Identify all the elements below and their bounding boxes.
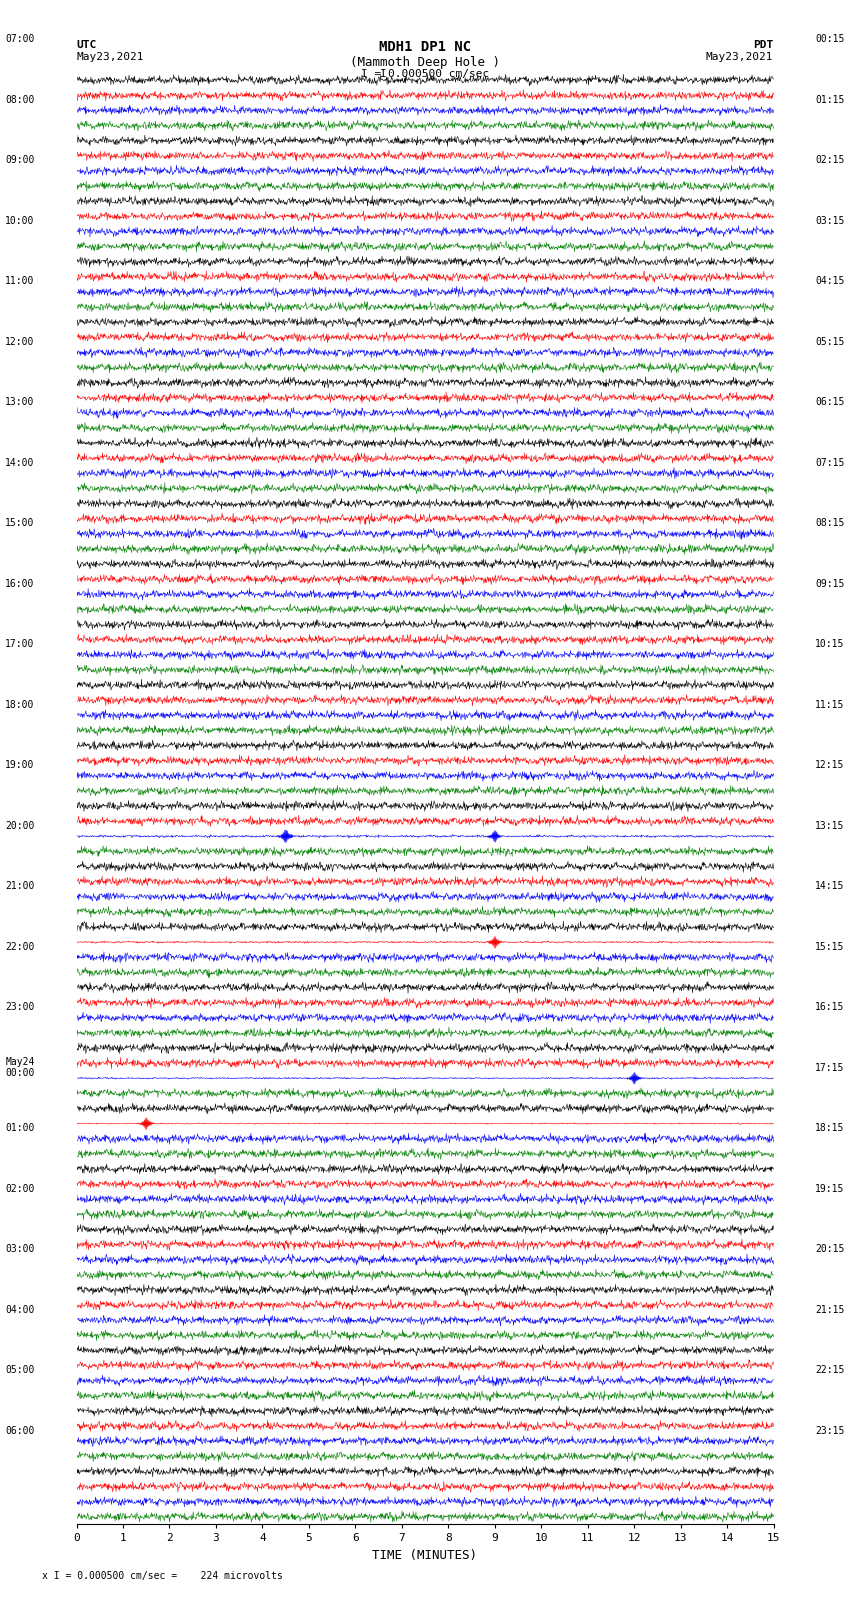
Text: 19:15: 19:15 xyxy=(815,1184,845,1194)
Text: 07:15: 07:15 xyxy=(815,458,845,468)
Text: May24
00:00: May24 00:00 xyxy=(5,1057,35,1079)
Text: 03:15: 03:15 xyxy=(815,216,845,226)
Text: 09:15: 09:15 xyxy=(815,579,845,589)
Text: x I = 0.000500 cm/sec =    224 microvolts: x I = 0.000500 cm/sec = 224 microvolts xyxy=(42,1571,283,1581)
Text: 16:00: 16:00 xyxy=(5,579,35,589)
Text: 22:15: 22:15 xyxy=(815,1365,845,1374)
Text: 15:15: 15:15 xyxy=(815,942,845,952)
Text: 14:15: 14:15 xyxy=(815,881,845,890)
Text: I: I xyxy=(380,69,387,79)
Text: 06:00: 06:00 xyxy=(5,1426,35,1436)
Text: 08:00: 08:00 xyxy=(5,95,35,105)
Text: 05:15: 05:15 xyxy=(815,337,845,347)
Text: 20:15: 20:15 xyxy=(815,1244,845,1253)
Text: 12:15: 12:15 xyxy=(815,760,845,769)
Text: 14:00: 14:00 xyxy=(5,458,35,468)
Text: May23,2021: May23,2021 xyxy=(706,52,774,61)
Text: 00:15: 00:15 xyxy=(815,34,845,44)
Text: 03:00: 03:00 xyxy=(5,1244,35,1253)
Text: 16:15: 16:15 xyxy=(815,1002,845,1011)
Text: 01:00: 01:00 xyxy=(5,1123,35,1132)
Text: PDT: PDT xyxy=(753,40,774,50)
Text: 09:00: 09:00 xyxy=(5,155,35,165)
Text: 07:00: 07:00 xyxy=(5,34,35,44)
Text: 17:15: 17:15 xyxy=(815,1063,845,1073)
Text: 13:00: 13:00 xyxy=(5,397,35,406)
Text: 12:00: 12:00 xyxy=(5,337,35,347)
Text: 06:15: 06:15 xyxy=(815,397,845,406)
Text: 10:00: 10:00 xyxy=(5,216,35,226)
Text: (Mammoth Deep Hole ): (Mammoth Deep Hole ) xyxy=(350,56,500,69)
Text: 17:00: 17:00 xyxy=(5,639,35,648)
Text: 23:15: 23:15 xyxy=(815,1426,845,1436)
Text: 21:00: 21:00 xyxy=(5,881,35,890)
Text: 05:00: 05:00 xyxy=(5,1365,35,1374)
Text: 02:15: 02:15 xyxy=(815,155,845,165)
Text: 11:00: 11:00 xyxy=(5,276,35,286)
Text: 13:15: 13:15 xyxy=(815,821,845,831)
Text: 18:15: 18:15 xyxy=(815,1123,845,1132)
Text: 19:00: 19:00 xyxy=(5,760,35,769)
Text: 22:00: 22:00 xyxy=(5,942,35,952)
Text: 02:00: 02:00 xyxy=(5,1184,35,1194)
Text: 10:15: 10:15 xyxy=(815,639,845,648)
Text: 18:00: 18:00 xyxy=(5,700,35,710)
Text: 11:15: 11:15 xyxy=(815,700,845,710)
Text: UTC: UTC xyxy=(76,40,97,50)
Text: 08:15: 08:15 xyxy=(815,518,845,527)
Text: 04:00: 04:00 xyxy=(5,1305,35,1315)
Text: 23:00: 23:00 xyxy=(5,1002,35,1011)
Text: May23,2021: May23,2021 xyxy=(76,52,144,61)
Text: 20:00: 20:00 xyxy=(5,821,35,831)
Text: I = 0.000500 cm/sec: I = 0.000500 cm/sec xyxy=(361,69,489,79)
Text: 15:00: 15:00 xyxy=(5,518,35,527)
Text: MDH1 DP1 NC: MDH1 DP1 NC xyxy=(379,40,471,55)
Text: 21:15: 21:15 xyxy=(815,1305,845,1315)
Text: 04:15: 04:15 xyxy=(815,276,845,286)
X-axis label: TIME (MINUTES): TIME (MINUTES) xyxy=(372,1548,478,1561)
Text: 01:15: 01:15 xyxy=(815,95,845,105)
